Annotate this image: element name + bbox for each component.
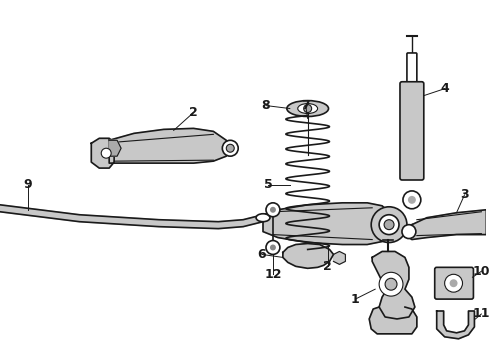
Circle shape — [270, 207, 276, 213]
Circle shape — [371, 207, 407, 243]
Polygon shape — [405, 210, 487, 239]
Circle shape — [222, 140, 238, 156]
Circle shape — [384, 220, 394, 230]
Text: 9: 9 — [24, 179, 32, 192]
Polygon shape — [263, 203, 397, 244]
Circle shape — [226, 144, 234, 152]
FancyBboxPatch shape — [435, 267, 473, 299]
Polygon shape — [334, 252, 345, 264]
Text: 7: 7 — [301, 99, 310, 112]
Text: 2: 2 — [189, 106, 198, 119]
Text: 8: 8 — [262, 99, 270, 112]
Polygon shape — [369, 307, 417, 334]
Ellipse shape — [287, 100, 328, 117]
Polygon shape — [109, 129, 230, 163]
Circle shape — [266, 240, 280, 255]
Circle shape — [408, 196, 416, 204]
Text: 5: 5 — [264, 179, 272, 192]
FancyBboxPatch shape — [400, 82, 424, 180]
Text: 4: 4 — [441, 82, 449, 95]
Ellipse shape — [256, 214, 270, 222]
Text: 2: 2 — [323, 260, 332, 273]
Circle shape — [379, 215, 399, 235]
Polygon shape — [0, 205, 263, 229]
Circle shape — [266, 203, 280, 217]
Text: 6: 6 — [258, 248, 267, 261]
Text: 11: 11 — [473, 307, 490, 320]
Text: 10: 10 — [473, 265, 490, 278]
Polygon shape — [283, 243, 334, 268]
Circle shape — [379, 272, 403, 296]
Text: 12: 12 — [264, 268, 282, 281]
Circle shape — [304, 104, 312, 113]
Text: 1: 1 — [351, 293, 360, 306]
Circle shape — [101, 148, 111, 158]
Ellipse shape — [298, 104, 318, 113]
Polygon shape — [91, 138, 114, 168]
FancyBboxPatch shape — [407, 53, 417, 85]
Circle shape — [270, 244, 276, 251]
Polygon shape — [109, 140, 121, 156]
Circle shape — [450, 279, 458, 287]
Polygon shape — [372, 252, 415, 319]
Text: 3: 3 — [460, 188, 469, 201]
Circle shape — [402, 225, 416, 239]
Circle shape — [403, 191, 421, 209]
Circle shape — [385, 278, 397, 290]
Circle shape — [444, 274, 463, 292]
Polygon shape — [437, 311, 474, 339]
